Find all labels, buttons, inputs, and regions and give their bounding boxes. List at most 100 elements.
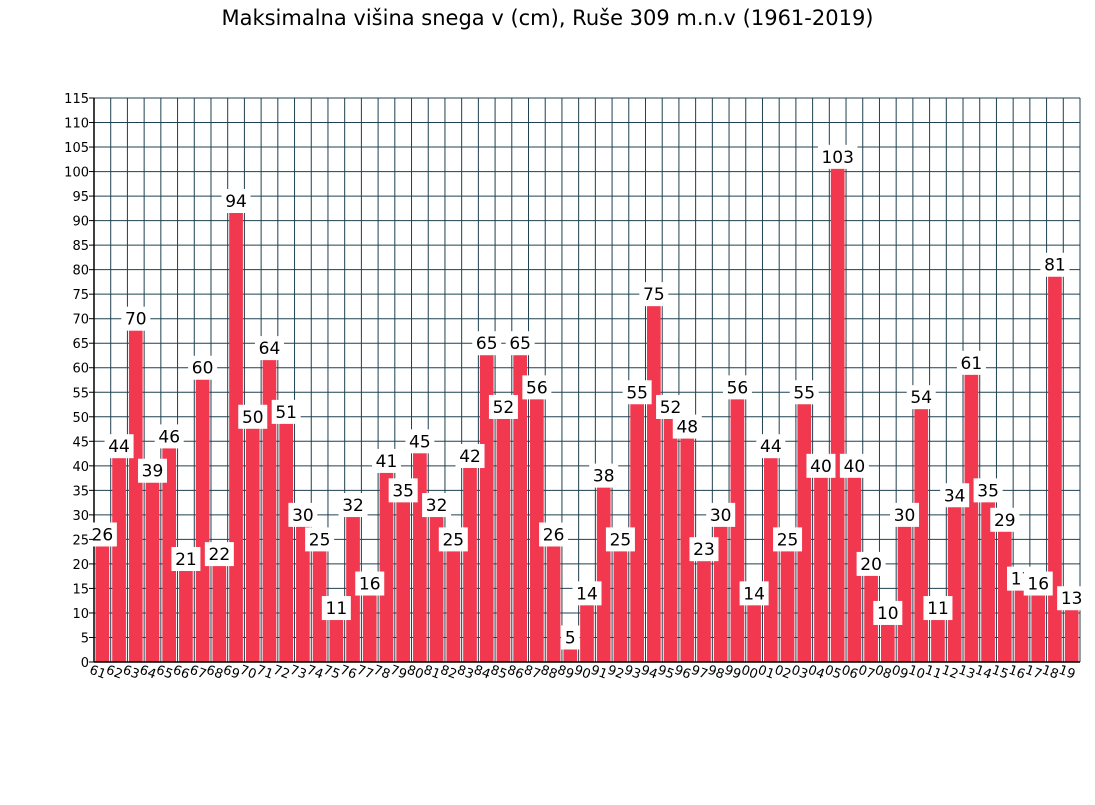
y-tick-label: 20: [72, 558, 89, 573]
bar: [145, 470, 160, 662]
data-label: 21: [171, 547, 201, 572]
data-label-box: [522, 375, 552, 400]
bar: [897, 514, 912, 662]
data-label-text: 44: [108, 437, 130, 457]
bar: [329, 608, 344, 662]
bar: [847, 465, 862, 662]
data-label-text: 52: [493, 398, 515, 418]
data-label: 34: [940, 483, 970, 508]
bar: [195, 367, 210, 662]
data-label-text: 94: [225, 192, 247, 212]
data-label-text: 32: [426, 496, 448, 516]
data-label: 26: [539, 522, 569, 547]
data-label-text: 30: [894, 506, 916, 526]
y-tick-label: 25: [72, 533, 89, 548]
data-label-text: 30: [710, 506, 732, 526]
x-tick-label: 89: [555, 663, 576, 683]
data-labels: 26 44 70 39 46 21 60 22 94 50 64 51 30 25 11 32 16 41 35 45…: [87, 144, 1087, 650]
data-label: 35: [388, 478, 418, 503]
x-tick-label: 83: [455, 663, 476, 683]
data-label: 22: [204, 542, 234, 567]
data-label-box: [873, 600, 903, 625]
data-label-box: [405, 429, 435, 454]
y-tick-label: 100: [64, 166, 89, 181]
data-label-box: [171, 547, 201, 572]
data-label-box: [355, 571, 385, 596]
data-label: 40: [806, 453, 836, 478]
y-tick-label: 40: [72, 460, 89, 475]
bar: [379, 460, 394, 662]
data-label: 11: [923, 596, 953, 621]
data-label: 46: [154, 424, 184, 449]
data-label-text: 30: [292, 506, 314, 526]
x-tick-label: 85: [488, 663, 509, 683]
data-label-box: [221, 188, 251, 213]
y-tick-label: 0: [81, 656, 89, 671]
data-label-text: 25: [777, 530, 799, 550]
data-label-text: 39: [142, 462, 164, 482]
x-tick-label: 93: [622, 663, 643, 683]
data-label-text: 11: [326, 599, 348, 619]
data-label-box: [706, 502, 736, 527]
data-label-box: [371, 448, 401, 473]
bar: [245, 416, 260, 662]
data-label-box: [154, 424, 184, 449]
x-tick-label: 16: [1006, 663, 1027, 683]
data-label-box: [505, 331, 535, 356]
y-tick-label: 70: [72, 313, 89, 328]
x-tick-label: 03: [789, 663, 810, 683]
data-label-text: 35: [392, 481, 414, 501]
x-tick-label: 61: [87, 663, 108, 683]
data-label-text: 70: [125, 310, 147, 330]
data-label-text: 65: [476, 334, 498, 354]
data-label: 41: [371, 448, 401, 473]
bar: [880, 612, 895, 662]
bar: [413, 441, 427, 662]
x-tick-label: 06: [839, 663, 860, 683]
data-label: 35: [973, 478, 1003, 503]
data-label-text: 56: [526, 378, 548, 398]
data-label: 16: [1023, 571, 1053, 596]
data-label-text: 40: [844, 457, 866, 477]
data-label: 13: [1057, 586, 1087, 611]
x-tick-label: 97: [689, 663, 710, 683]
bar: [546, 534, 561, 662]
bar: [613, 539, 628, 662]
data-label-text: 29: [994, 511, 1016, 531]
data-label-box: [956, 350, 986, 375]
data-label-box: [388, 478, 418, 503]
data-label: 44: [756, 434, 786, 459]
bar: [479, 343, 494, 662]
data-label: 54: [906, 385, 936, 410]
data-label-box: [472, 331, 502, 356]
bar: [362, 583, 377, 662]
data-label-text: 13: [1061, 589, 1083, 609]
y-tick-label: 60: [72, 362, 89, 377]
bar: [179, 559, 193, 662]
data-label-text: 14: [576, 584, 598, 604]
bar: [279, 411, 294, 662]
bar: [1014, 578, 1029, 662]
data-label-box: [321, 596, 351, 621]
x-tick-label: 77: [355, 663, 376, 683]
y-tick-label: 55: [72, 386, 89, 401]
x-tick-label: 08: [873, 663, 894, 683]
x-tick-label: 12: [940, 663, 961, 683]
data-label-text: 25: [309, 530, 331, 550]
bar: [312, 539, 327, 662]
y-tick-label: 80: [72, 264, 89, 279]
data-label-text: 48: [676, 418, 698, 438]
x-tick-label: 86: [505, 663, 526, 683]
bar: [947, 495, 962, 662]
data-label-text: 5: [565, 628, 576, 648]
x-tick-label: 02: [772, 663, 793, 683]
data-label: 51: [271, 399, 301, 424]
x-tick-label: 17: [1023, 663, 1044, 683]
bar: [1048, 264, 1062, 662]
data-label-box: [817, 144, 858, 169]
data-label: 56: [522, 375, 552, 400]
data-label-box: [589, 463, 619, 488]
data-label-text: 55: [793, 383, 815, 403]
data-label: 81: [1040, 252, 1070, 277]
chart-title: Maksimalna višina snega v (cm), Ruše 309…: [221, 6, 874, 30]
